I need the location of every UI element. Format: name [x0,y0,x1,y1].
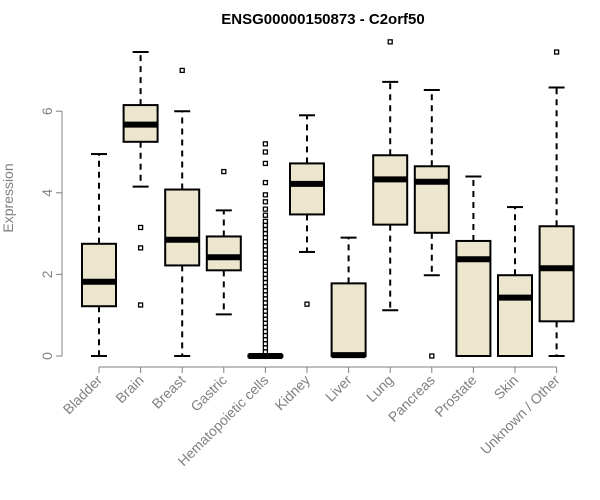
x-tick-label: Prostate [431,372,479,420]
y-tick-label: 4 [39,189,55,197]
outlier-point [262,255,269,261]
outlier-point [262,259,269,265]
outlier-point [262,332,269,339]
outlier-point [262,199,269,205]
x-tick-label: Bladder [60,372,106,418]
outlier-point [262,296,269,302]
outlier-point [137,224,144,231]
outlier-point [262,192,269,198]
box-group [538,49,575,357]
outlier-point [262,337,269,343]
box-group [497,206,533,357]
y-tick-label: 6 [39,107,55,115]
box-group [289,114,325,307]
outlier-point [262,206,269,212]
box-iqr [205,235,242,272]
chart-title: ENSG00000150873 - C2orf50 [221,11,424,28]
outlier-point [262,345,269,351]
outlier-point [262,300,269,306]
outlier-point [137,245,144,251]
outlier-point [262,316,269,322]
outlier-point [262,341,269,347]
box-iqr [497,274,533,357]
outlier-point [262,235,269,241]
box-iqr [538,225,575,323]
outlier-point [262,243,269,249]
box-iqr [372,154,409,226]
y-tick-label: 2 [39,270,55,278]
box-group [164,67,201,357]
box-group [330,236,367,359]
outlier-point [262,279,269,286]
outlier-point [262,288,269,294]
box-iqr [164,188,201,267]
outlier-point [262,275,269,282]
outlier-point [262,218,269,225]
box-group [81,153,117,357]
outlier-point [179,67,185,74]
outlier-point [262,149,269,155]
outlier-point [262,263,269,269]
outlier-point [262,239,269,245]
outlier-point [262,324,269,331]
box-iqr [413,165,450,234]
x-tick-label: Lung [363,372,396,405]
outlier-point [262,349,269,355]
x-tick-label: Liver [322,372,355,405]
x-tick-label: Breast [148,372,188,412]
box-group [372,39,409,312]
outlier-point [262,226,269,233]
outlier-point [262,222,269,229]
outlier-point [553,49,560,55]
outlier-point [262,308,269,314]
box-group [122,51,159,308]
box-group [455,175,492,357]
box-group [247,141,284,359]
outlier-point [387,39,393,45]
outlier-point [137,302,144,308]
x-tick-label: Kidney [272,372,314,414]
outlier-point [262,320,269,327]
outlier-point [304,301,310,307]
box-iqr [330,282,367,358]
outlier-point [262,267,269,273]
outlier-point [221,168,227,175]
outlier-point [262,247,269,253]
outlier-point [262,271,269,278]
outlier-point [262,179,269,186]
outlier-point [429,353,435,359]
outlier-point [262,141,269,147]
outlier-point [262,212,269,218]
y-axis: 0 2 4 6 [39,107,63,360]
box-group [413,88,450,359]
outlier-point [262,283,269,290]
box-iqr [289,162,325,216]
outlier-point [262,328,269,335]
x-tick-label: Brain [112,372,146,406]
x-tick-label: Skin [491,372,522,403]
outlier-point [262,230,269,237]
y-axis-label: Expression [0,163,16,232]
outlier-point [262,251,269,257]
outlier-point [262,292,269,298]
outlier-point [262,304,269,310]
box-iqr [81,242,117,308]
x-tick-label: Unknown / Other [477,372,563,458]
y-tick-label: 0 [39,352,55,360]
outlier-point [262,312,269,318]
box-series [81,39,575,359]
outlier-point [262,160,269,167]
box-group [205,168,242,316]
